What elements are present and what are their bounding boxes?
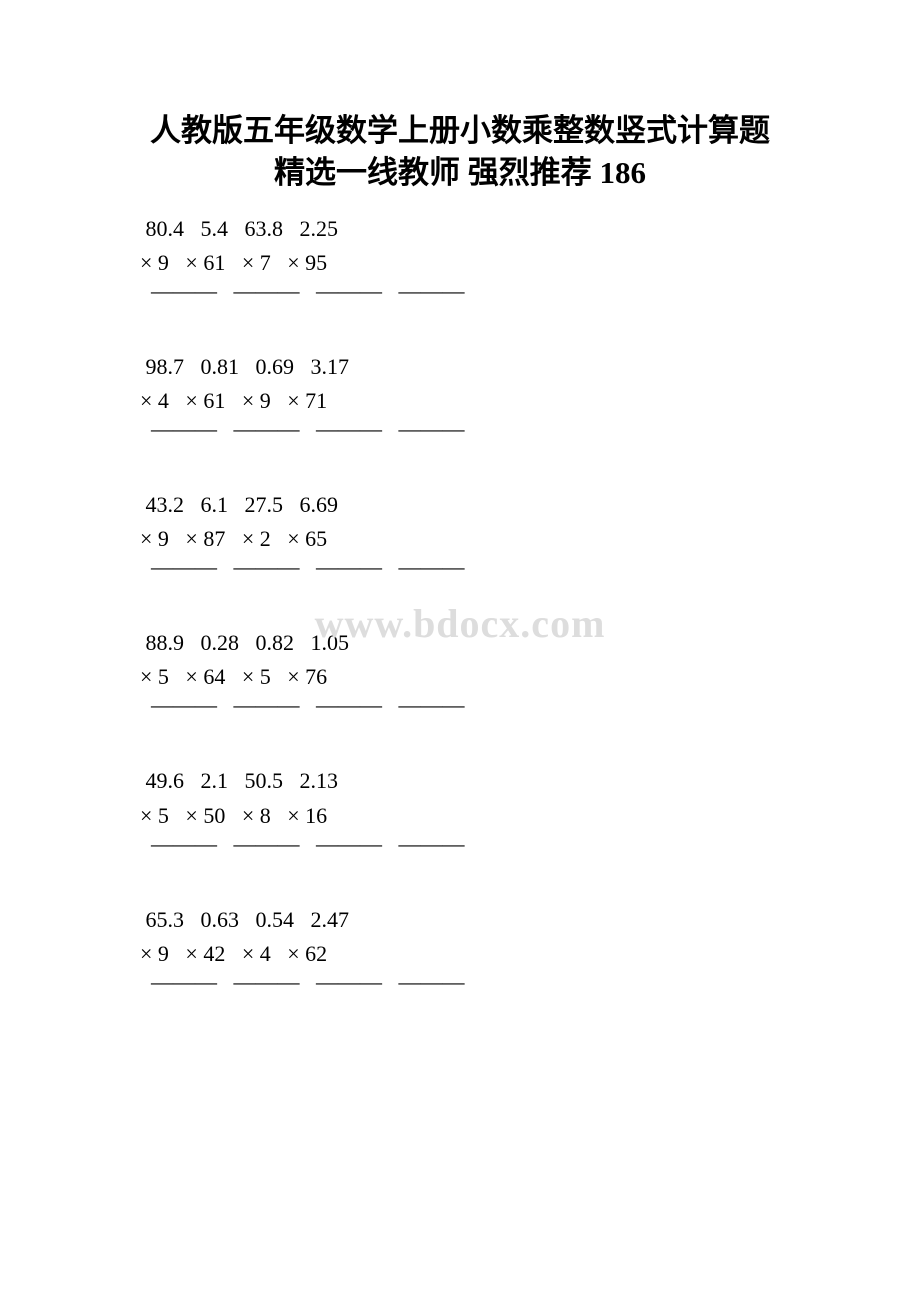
multiplier-row: × 5 × 64 × 5 × 76 (140, 660, 920, 694)
problem-group: 98.7 0.81 0.69 3.17× 4 × 61 × 9 × 71 ———… (140, 350, 920, 440)
multiplicand-row: 98.7 0.81 0.69 3.17 (140, 350, 920, 384)
rule-row: ——— ——— ——— ——— (140, 280, 920, 302)
problem-content: 80.4 5.4 63.8 2.25× 9 × 61 × 7 × 95 ——— … (0, 212, 920, 993)
multiplier-row: × 4 × 61 × 9 × 71 (140, 384, 920, 418)
multiplicand-row: 65.3 0.63 0.54 2.47 (140, 903, 920, 937)
problem-group: 65.3 0.63 0.54 2.47× 9 × 42 × 4 × 62 ———… (140, 903, 920, 993)
multiplier-row: × 9 × 61 × 7 × 95 (140, 246, 920, 280)
multiplicand-row: 88.9 0.28 0.82 1.05 (140, 626, 920, 660)
multiplier-row: × 9 × 87 × 2 × 65 (140, 522, 920, 556)
rule-row: ——— ——— ——— ——— (140, 971, 920, 993)
problem-group: 80.4 5.4 63.8 2.25× 9 × 61 × 7 × 95 ——— … (140, 212, 920, 302)
rule-row: ——— ——— ——— ——— (140, 418, 920, 440)
multiplier-row: × 5 × 50 × 8 × 16 (140, 799, 920, 833)
title-line-1: 人教版五年级数学上册小数乘整数竖式计算题 (0, 110, 920, 152)
multiplier-row: × 9 × 42 × 4 × 62 (140, 937, 920, 971)
rule-row: ——— ——— ——— ——— (140, 833, 920, 855)
problem-group: 88.9 0.28 0.82 1.05× 5 × 64 × 5 × 76 ———… (140, 626, 920, 716)
multiplicand-row: 49.6 2.1 50.5 2.13 (140, 764, 920, 798)
multiplicand-row: 80.4 5.4 63.8 2.25 (140, 212, 920, 246)
problem-group: 43.2 6.1 27.5 6.69× 9 × 87 × 2 × 65 ——— … (140, 488, 920, 578)
problem-group: 49.6 2.1 50.5 2.13× 5 × 50 × 8 × 16 ——— … (140, 764, 920, 854)
title-line-2: 精选一线教师 强烈推荐 186 (0, 152, 920, 194)
document-title: 人教版五年级数学上册小数乘整数竖式计算题 精选一线教师 强烈推荐 186 (0, 110, 920, 194)
multiplicand-row: 43.2 6.1 27.5 6.69 (140, 488, 920, 522)
rule-row: ——— ——— ——— ——— (140, 694, 920, 716)
rule-row: ——— ——— ——— ——— (140, 556, 920, 578)
